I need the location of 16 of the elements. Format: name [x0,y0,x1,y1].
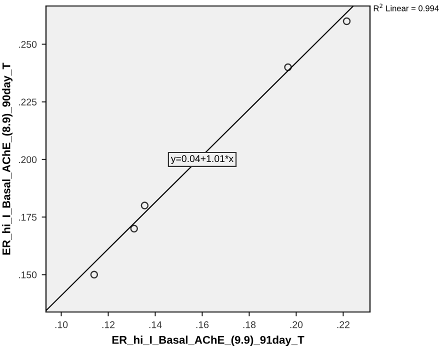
y-tick-label: .250 [18,40,37,48]
y-tick-label: .200 [18,156,37,164]
x-tick-label: .20 [290,321,303,328]
x-tick-label: .14 [149,321,162,328]
x-tick-label: .18 [243,321,256,328]
annotation: y=0.04+1.01*x [170,155,234,164]
x-tick-label: .22 [337,321,350,328]
x-axis-title: ER_hi_I_Basal_AChE_(9.9)_91day_T [112,336,304,346]
y-axis-title: ER_hi_I_Basal_AChE_(8.9)_90day_T [2,62,12,255]
text: R$^{2}$ Linear = 0.994 [374,4,439,12]
x-tick-label: .12 [102,321,115,328]
x-tick-label: .16 [196,321,209,328]
y-tick-label: .150 [18,271,37,278]
x-tick-label: .10 [55,321,68,328]
y-tick-label: .225 [18,98,37,106]
y-tick-label: .175 [18,214,37,221]
